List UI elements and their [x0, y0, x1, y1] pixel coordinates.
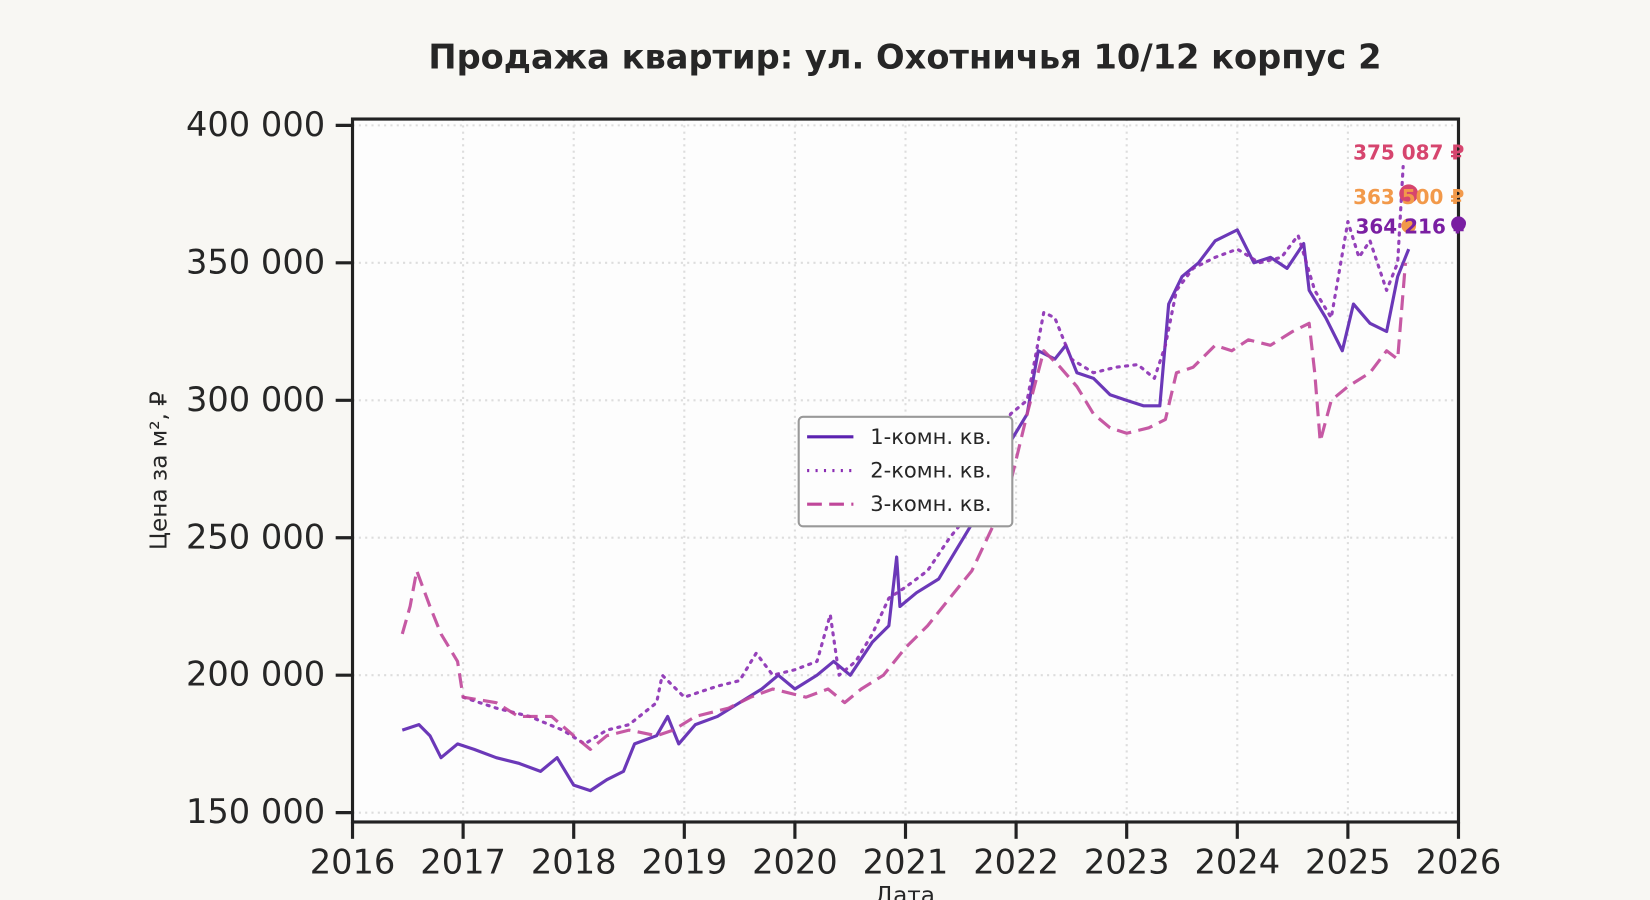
x-tick-label: 2022 — [973, 843, 1059, 882]
y-tick-label: 350 000 — [186, 242, 325, 281]
x-tick-label: 2024 — [1194, 843, 1280, 882]
annotation-dot — [1451, 216, 1466, 232]
legend: 1-комн. кв. 2-комн. кв. 3-комн. кв. — [797, 415, 1014, 528]
x-tick-label: 2021 — [863, 843, 949, 882]
x-tick-label: 2016 — [310, 843, 396, 882]
grid — [351, 119, 1460, 822]
series-line — [400, 262, 1408, 751]
y-tick-label: 200 000 — [186, 655, 325, 694]
x-axis-label: Дата — [875, 883, 935, 900]
legend-label: 3-комн. кв. — [870, 491, 991, 516]
x-tick-label: 2018 — [531, 843, 617, 882]
legend-box — [797, 415, 1014, 528]
annotation-label: 364 216 ₽ — [1355, 214, 1466, 238]
annotation-label: 363 500 ₽ — [1353, 185, 1464, 209]
y-tick-label: 250 000 — [186, 517, 325, 556]
y-tick-label: 150 000 — [186, 792, 325, 831]
annotations: 375 087 ₽ 363 500 ₽ 364 216 ₽ — [1353, 140, 1467, 238]
y-tick-label: 300 000 — [186, 380, 325, 419]
annotation-dot — [1401, 218, 1417, 234]
x-tick-label: 2025 — [1305, 843, 1391, 882]
x-tick-label: 2023 — [1084, 843, 1170, 882]
y-tick-label: 400 000 — [186, 105, 325, 144]
x-tick-label: 2020 — [752, 843, 838, 882]
legend-label: 1-комн. кв. — [870, 424, 991, 449]
y-axis-label: Цена за м², ₽ — [146, 391, 172, 550]
series-line — [401, 228, 1411, 793]
x-tick-label: 2017 — [420, 843, 506, 882]
chart-title: Продажа квартир: ул. Охотничья 10/12 кор… — [428, 38, 1381, 77]
annotation-label: 375 087 ₽ — [1353, 140, 1464, 164]
ticks: 150 000 200 000 250 000 300 000 350 000 400 0… — [186, 105, 1501, 882]
x-tick-label: 2026 — [1416, 843, 1502, 882]
legend-label: 2-комн. кв. — [870, 458, 991, 483]
x-tick-label: 2019 — [641, 843, 727, 882]
annotation-dot — [1399, 184, 1419, 204]
